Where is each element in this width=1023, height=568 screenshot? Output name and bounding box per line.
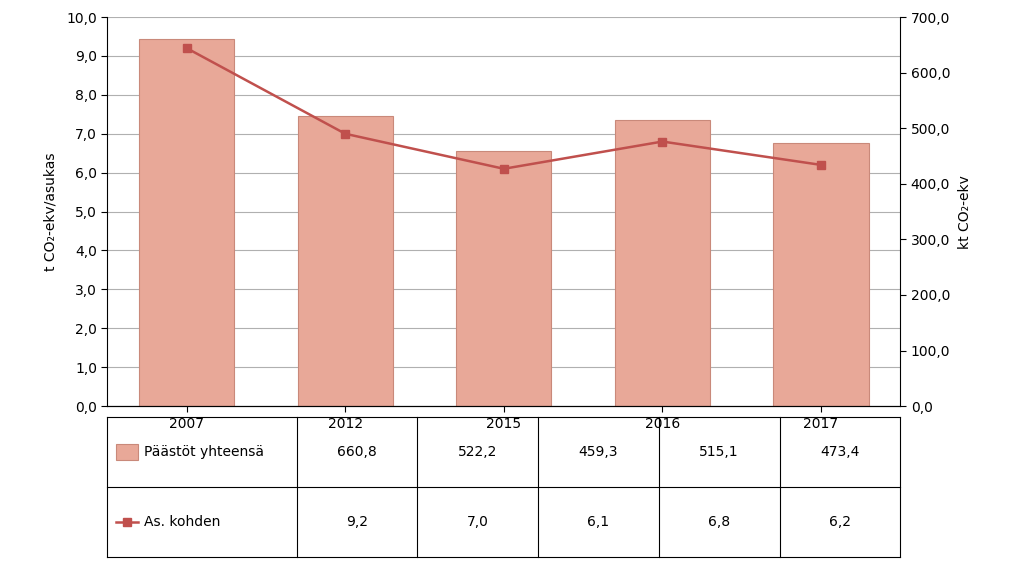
Bar [298,116,393,406]
Text: Päästöt yhteensä: Päästöt yhteensä [144,445,264,460]
Bar [615,120,710,406]
Bar [139,39,234,406]
Text: 6,8: 6,8 [708,515,730,529]
Bar [456,151,551,406]
Y-axis label: kt CO₂-ekv: kt CO₂-ekv [959,174,973,249]
Text: 7,0: 7,0 [466,515,489,529]
Text: 9,2: 9,2 [346,515,368,529]
Text: 515,1: 515,1 [700,445,739,460]
Text: 522,2: 522,2 [458,445,497,460]
Bar [773,143,869,406]
Y-axis label: t CO₂-ekv/asukas: t CO₂-ekv/asukas [44,152,58,271]
Text: 459,3: 459,3 [579,445,618,460]
Text: 6,2: 6,2 [829,515,851,529]
Text: 473,4: 473,4 [820,445,859,460]
Text: As. kohden: As. kohden [144,515,221,529]
Text: 6,1: 6,1 [587,515,610,529]
Text: 660,8: 660,8 [338,445,376,460]
